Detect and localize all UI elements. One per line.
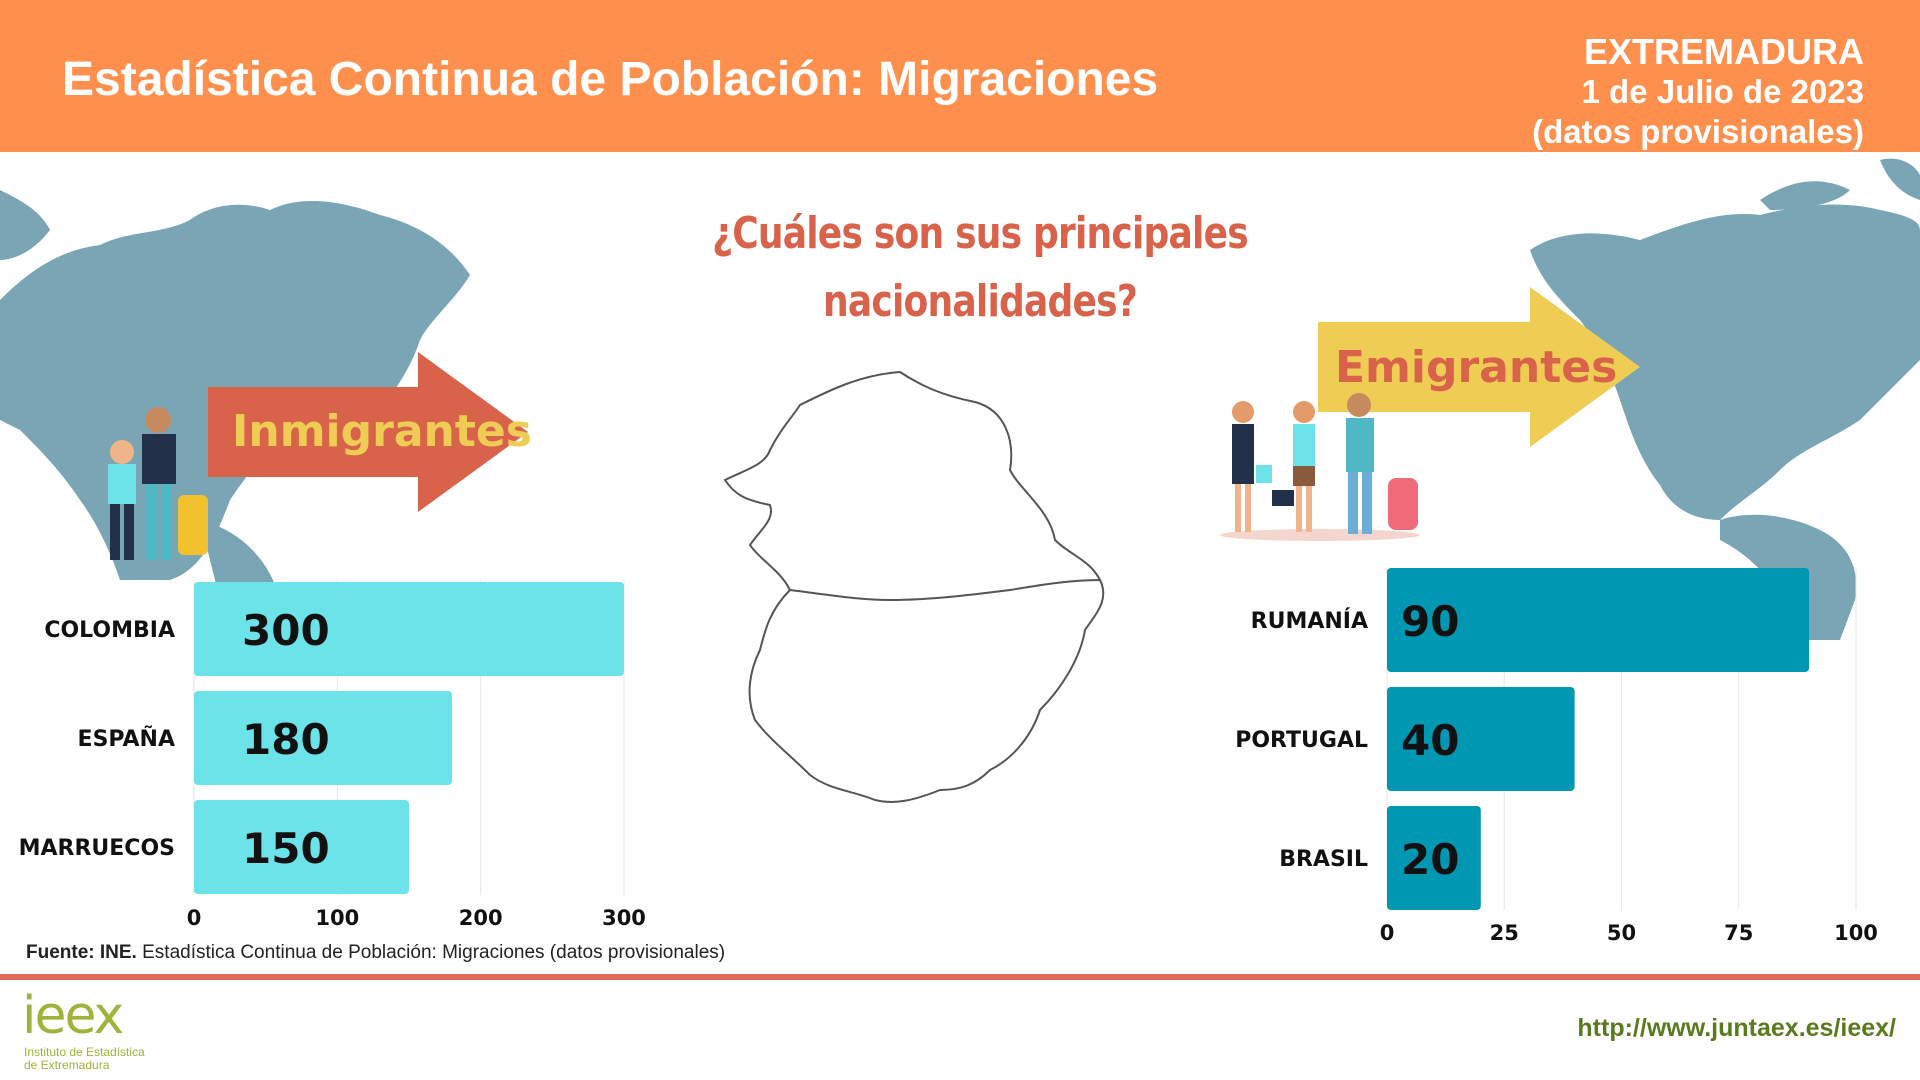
value-label: 90 (1401, 597, 1459, 646)
value-label: 20 (1401, 835, 1459, 884)
source-note: Fuente: INE. Estadística Continua de Pob… (26, 942, 725, 964)
header-bar: Estadística Continua de Población: Migra… (0, 0, 1920, 152)
website-link[interactable]: http://www.juntaex.es/ieex/ (1577, 1014, 1896, 1042)
reference-date: 1 de Julio de 2023 (1581, 73, 1864, 110)
region-name: EXTREMADURA (1583, 31, 1864, 72)
category-label: PORTUGAL (1235, 728, 1368, 753)
emigrants-bar-chart: 0 25 50 75 100 RUMANÍA 90 PORTUGAL 40 BRASIL 20 (1235, 568, 1878, 945)
x-tick-label: 75 (1724, 921, 1753, 945)
x-tick-label: 0 (1380, 921, 1395, 945)
x-tick-label: 200 (459, 906, 503, 930)
extremadura-outline (723, 370, 1105, 803)
immigrant-bar (194, 691, 452, 785)
immigrant-bar (194, 582, 624, 676)
page-title: Estadística Continua de Población: Migra… (62, 53, 1159, 106)
emigrants-arrow (1318, 287, 1640, 447)
logo-subtitle-2: de Extremadura (24, 1058, 110, 1072)
provisional-note: (datos provisionales) (1532, 113, 1864, 150)
x-tick-label: 100 (315, 906, 359, 930)
x-tick-label: 0 (187, 906, 202, 930)
footer-divider (0, 974, 1920, 980)
source-text: Estadística Continua de Población: Migra… (136, 942, 726, 963)
value-label: 180 (242, 715, 330, 764)
category-label: COLOMBIA (44, 618, 175, 643)
emigrants-label: Emigrantes (1335, 342, 1618, 393)
immigrant-bar (194, 800, 409, 894)
emigrant-bar (1387, 568, 1810, 672)
value-label: 150 (242, 824, 330, 873)
emigrants-illustration (1220, 393, 1420, 541)
category-label: MARRUECOS (19, 836, 175, 861)
region-block: EXTREMADURA 1 de Julio de 2023 (datos pr… (1532, 32, 1864, 152)
x-tick-label: 50 (1607, 921, 1636, 945)
logo-subtitle-1: Instituto de Estadística (24, 1045, 145, 1059)
value-label: 300 (242, 606, 330, 655)
x-tick-label: 25 (1490, 921, 1519, 945)
source-bold: Fuente: INE. (26, 942, 137, 963)
immigrants-arrow (208, 352, 528, 512)
category-label: BRASIL (1279, 847, 1368, 872)
emigrant-bar (1387, 687, 1575, 791)
question-line-1: ¿Cuáles son sus principales (712, 208, 1249, 259)
question-heading: ¿Cuáles son sus principales nacionalidad… (677, 200, 1284, 336)
x-tick-label: 100 (1834, 921, 1878, 945)
value-label: 40 (1401, 716, 1459, 765)
immigrants-illustration (108, 407, 208, 560)
immigrants-label: Inmigrantes (232, 406, 532, 457)
emigrant-bar (1387, 806, 1481, 910)
immigrants-bar-chart: 0 100 200 300 COLOMBIA 300 ESPAÑA 180 MARRUECOS 1… (19, 580, 646, 930)
category-label: ESPAÑA (78, 726, 175, 752)
question-line-2: nacionalidades? (823, 276, 1138, 327)
x-tick-label: 300 (602, 906, 646, 930)
ieex-logo: ieex (22, 986, 124, 1046)
province-border (789, 579, 1101, 602)
category-label: RUMANÍA (1251, 608, 1368, 634)
